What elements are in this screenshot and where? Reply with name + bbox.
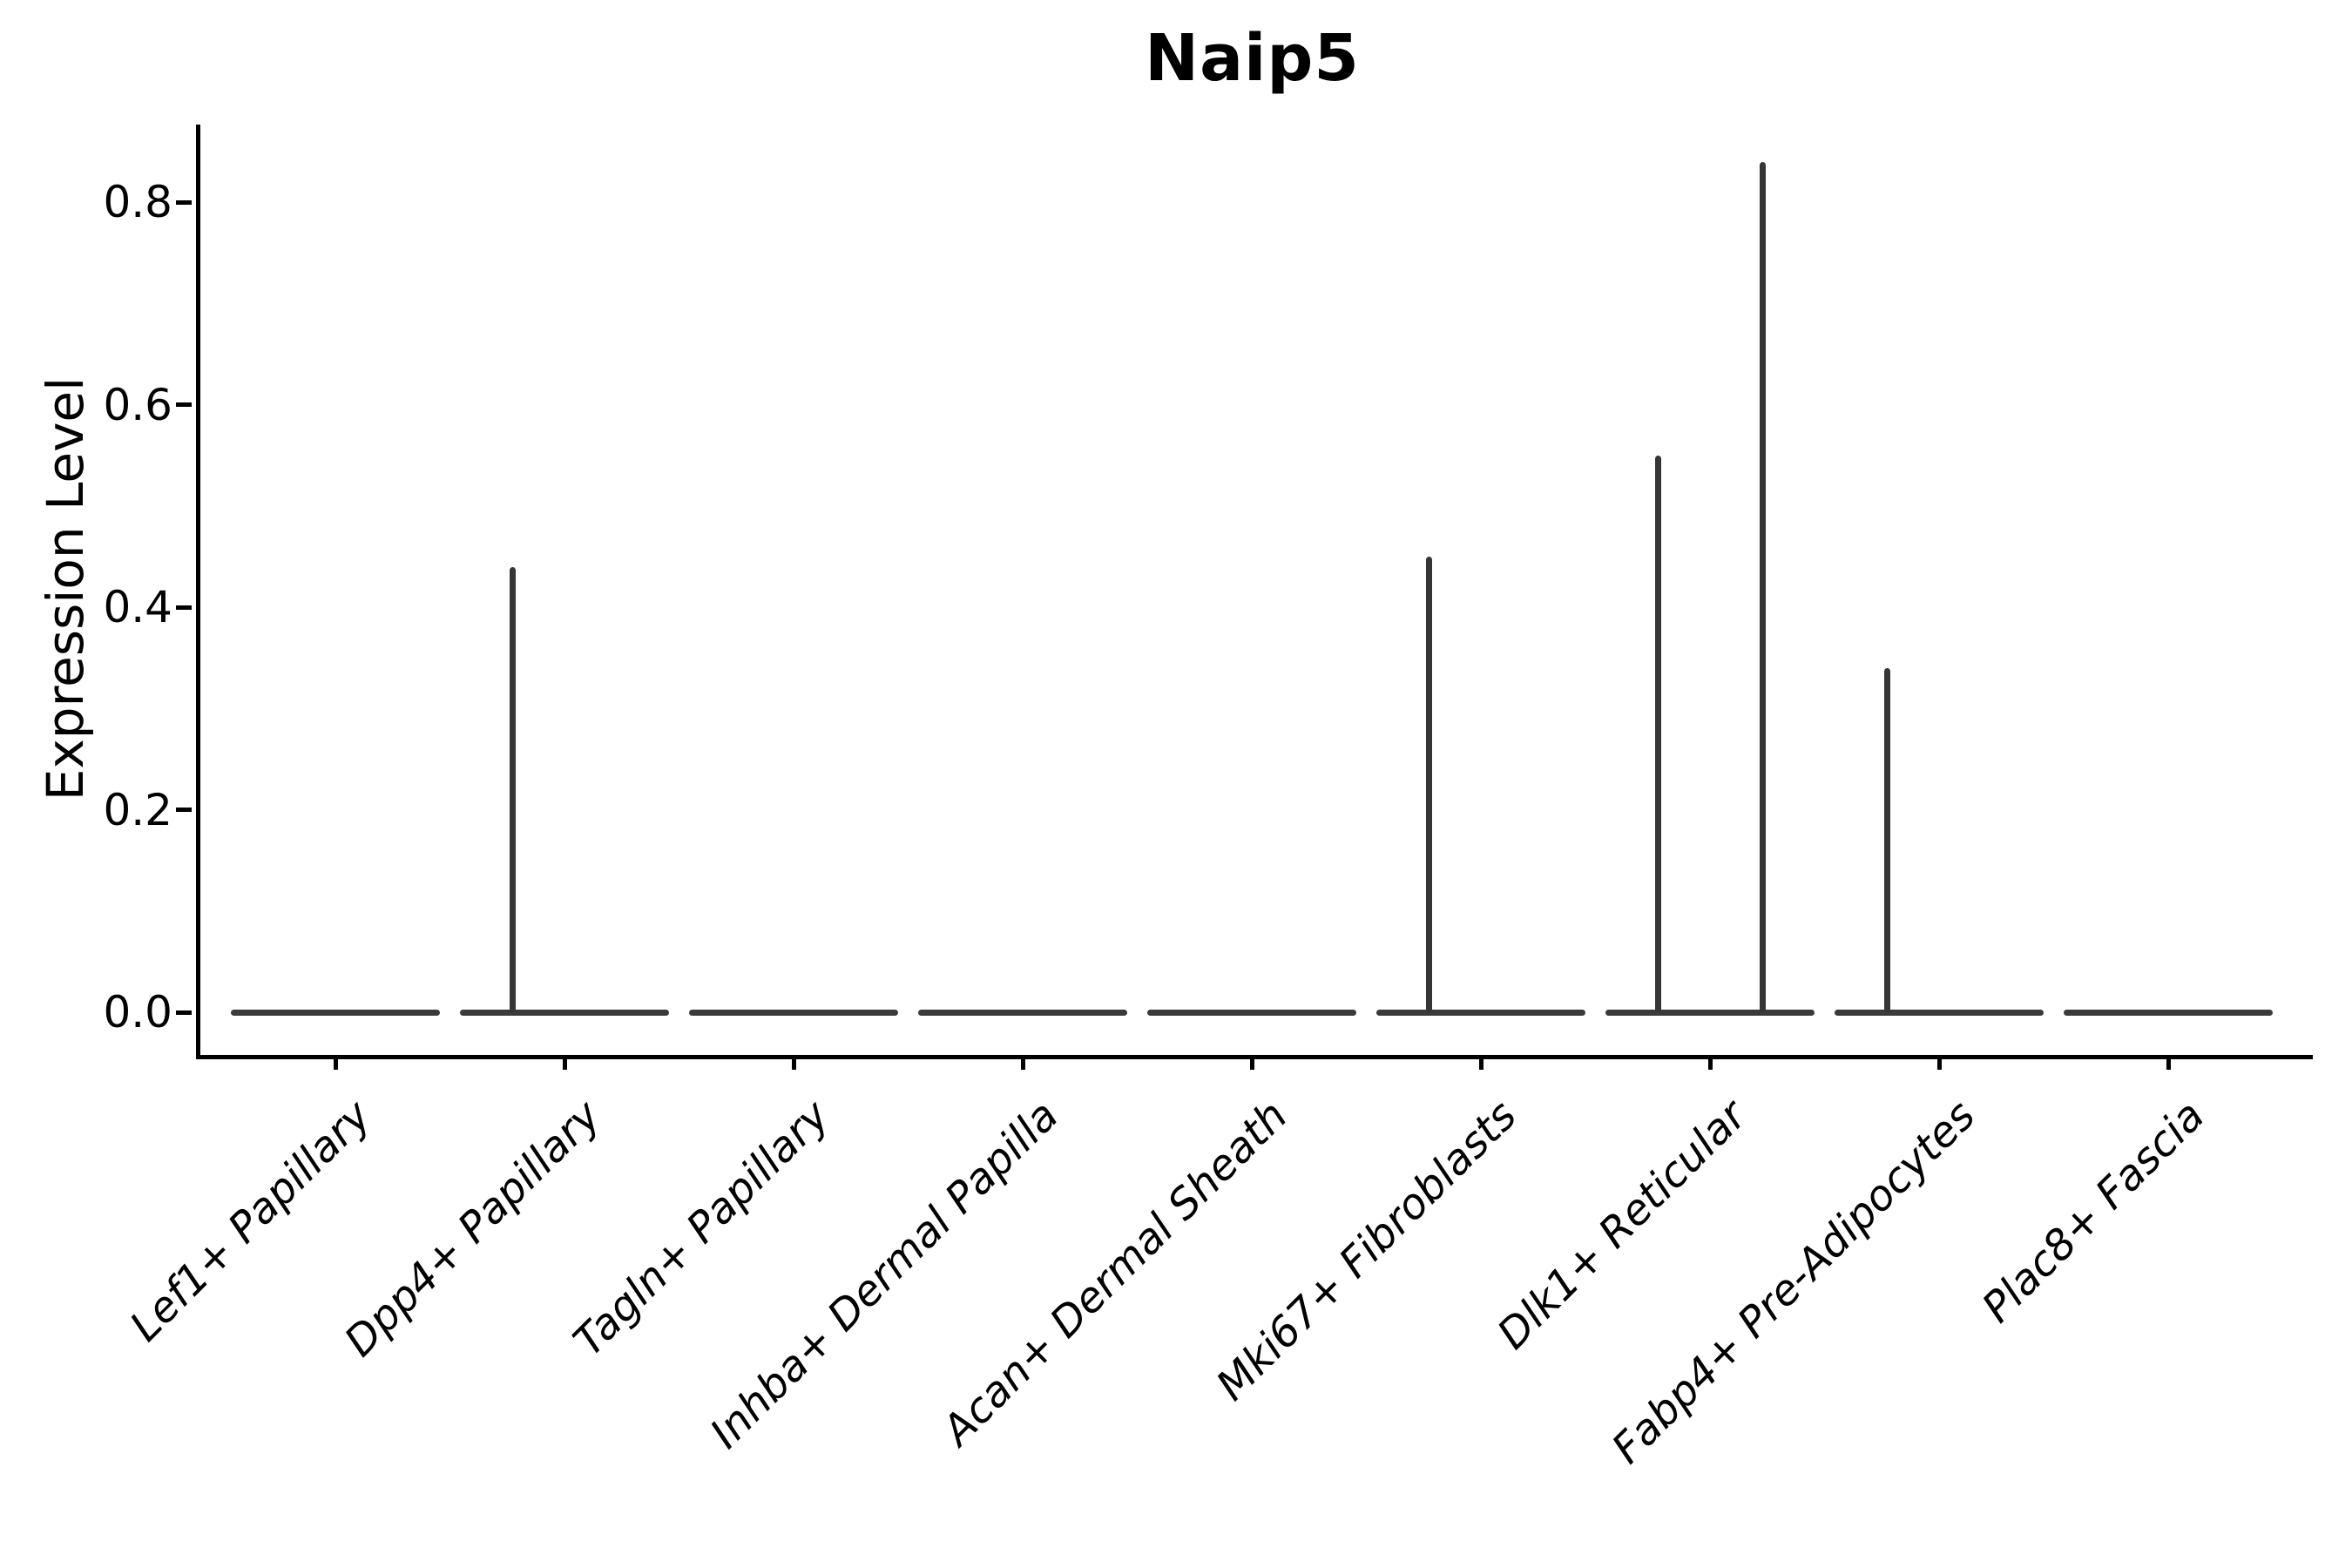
x-tick-label: Dlk1+ Reticular	[1487, 1091, 1756, 1359]
y-tick-label: 0.0	[103, 987, 172, 1037]
y-tick-label: 0.2	[103, 784, 172, 835]
y-tick-label: 0.4	[103, 582, 172, 632]
violin-body	[918, 1009, 1127, 1016]
x-tick	[333, 1055, 338, 1070]
x-tick	[791, 1055, 796, 1070]
x-tick	[1707, 1055, 1713, 1070]
violin-body	[689, 1009, 898, 1016]
x-tick-label: Fabp4+ Pre-Adipocytes	[1602, 1091, 1985, 1474]
violin-body	[231, 1009, 440, 1016]
x-tick	[1020, 1055, 1025, 1070]
y-tick-label: 0.8	[103, 177, 172, 227]
violin-spike	[1654, 455, 1661, 1012]
chart-title: Naip5	[1145, 21, 1360, 96]
x-tick	[1478, 1055, 1484, 1070]
y-tick-label: 0.6	[103, 379, 172, 430]
violin-body	[1605, 1009, 1815, 1016]
violin-body	[460, 1009, 669, 1016]
violin-body	[2064, 1009, 2273, 1016]
violin-spike	[509, 566, 516, 1012]
x-tick	[1936, 1055, 1942, 1070]
x-tick-label: Tagln+ Papillary	[564, 1091, 840, 1366]
x-tick-label: Plac8+ Fascia	[1972, 1091, 2214, 1333]
violin-spike	[1425, 556, 1432, 1012]
violin-body	[1376, 1009, 1585, 1016]
violin-spike	[1883, 667, 1890, 1012]
violin-body	[1147, 1009, 1356, 1016]
y-tick	[176, 402, 192, 407]
violin-spike	[1759, 161, 1766, 1012]
x-tick-label: Dpp4+ Papillary	[335, 1091, 611, 1367]
plot-area	[196, 125, 2313, 1059]
x-tick	[2166, 1055, 2171, 1070]
x-tick	[1249, 1055, 1254, 1070]
y-tick	[176, 808, 192, 812]
x-tick	[562, 1055, 567, 1070]
y-tick	[176, 605, 192, 610]
y-tick	[176, 1010, 192, 1015]
x-tick-label: Lef1+ Papillary	[121, 1091, 382, 1351]
y-tick	[176, 199, 192, 205]
violin-body	[1835, 1009, 2044, 1016]
